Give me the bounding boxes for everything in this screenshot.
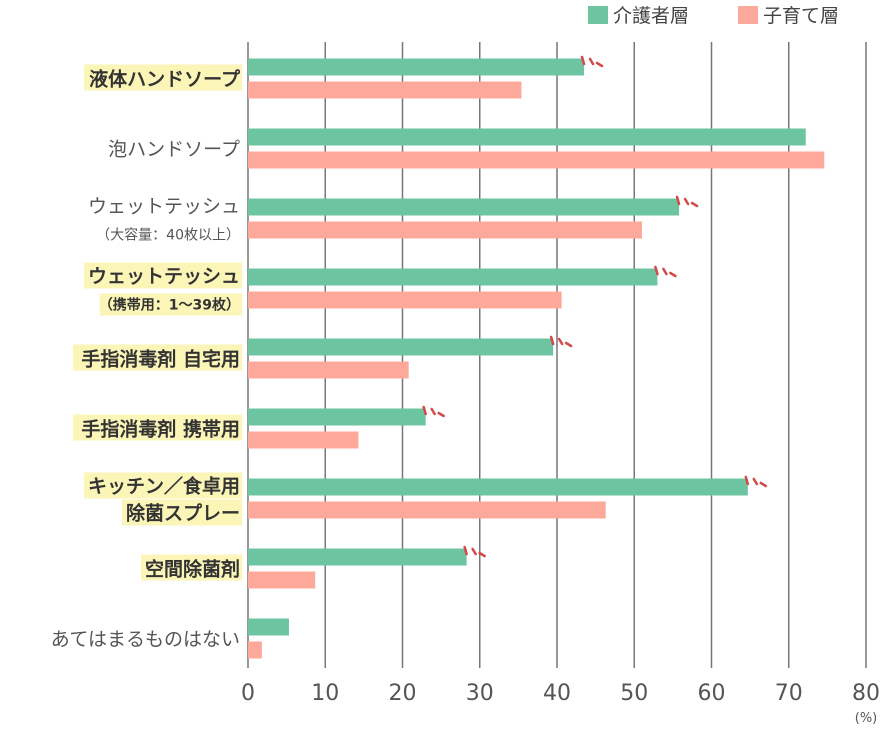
bar [248, 221, 642, 239]
mark-stroke [654, 265, 659, 276]
bar [248, 128, 806, 146]
bar [248, 431, 359, 449]
category-label-line2: （大容量：40枚以上） [96, 227, 240, 244]
bar [248, 478, 748, 496]
label-highlight [141, 554, 242, 581]
mark-stroke [478, 551, 486, 558]
mark-stroke [437, 411, 445, 418]
category-label-line2: 除菌スプレー [126, 502, 240, 525]
category-label-line1: キッチン／食卓用 [88, 475, 240, 498]
mark-stroke [463, 545, 468, 556]
mark-stroke [471, 547, 477, 556]
mark-stroke [588, 57, 595, 66]
bar [248, 291, 562, 309]
label-highlight [84, 472, 242, 499]
category-highlights [72, 64, 242, 581]
legend-label: 介護者層 [613, 5, 689, 27]
category-label-line1: ウェットテッシュ [88, 266, 240, 288]
tick-label: 70 [775, 681, 803, 706]
mark-stroke [675, 195, 681, 206]
mark-stroke [690, 201, 699, 208]
category-label: 液体ハンドソープ [89, 68, 241, 91]
tick-label: 30 [466, 681, 494, 706]
category-label: 手指消毒剤 自宅用 [81, 348, 240, 371]
category-label-line2: （携帯用：1〜39枚） [99, 297, 240, 314]
label-highlight [84, 262, 242, 289]
emphasis-mark [463, 545, 486, 558]
bar [248, 501, 606, 519]
label-highlight [72, 414, 242, 441]
mark-stroke [759, 481, 768, 488]
mark-stroke [752, 477, 759, 486]
tick-label: 50 [620, 681, 648, 706]
grid-lines [247, 42, 867, 668]
bar [248, 571, 316, 589]
mark-stroke [557, 337, 564, 346]
bar [248, 338, 554, 356]
mark-stroke [549, 335, 555, 346]
tick-label: 80 [852, 681, 880, 706]
tick-label: 20 [389, 681, 417, 706]
category-label: 手指消毒剤 携帯用 [81, 418, 240, 441]
tick-label: 60 [698, 681, 726, 706]
x-axis-ticks: 0 10 20 30 40 50 60 70 80 (%) [241, 681, 880, 726]
bar [248, 361, 409, 379]
tick-label: 40 [543, 681, 571, 706]
category-label: あてはまるものはない [51, 629, 240, 651]
category-label: 泡ハンドソープ [108, 139, 240, 161]
bar [248, 81, 522, 99]
emphasis-mark [654, 265, 677, 278]
mark-stroke [564, 341, 573, 348]
mark-stroke [662, 267, 668, 276]
tick-label: 10 [311, 681, 339, 706]
legend: 介護者層 子育て層 [588, 5, 839, 27]
label-highlight [72, 344, 242, 371]
label-highlight [84, 64, 242, 91]
mark-stroke [683, 197, 690, 206]
mark-stroke [422, 405, 427, 416]
emphasis-mark [675, 195, 699, 208]
legend-label: 子育て層 [763, 5, 839, 27]
bar [248, 58, 585, 76]
bar [248, 198, 680, 216]
emphasis-mark [580, 55, 604, 68]
mark-stroke [580, 55, 586, 66]
bars [248, 58, 825, 659]
category-label: 空間除菌剤 [145, 558, 240, 581]
mark-stroke [430, 407, 436, 416]
legend-swatch [738, 6, 758, 24]
bar [248, 268, 658, 286]
emphasis-marks [422, 55, 768, 558]
emphasis-mark [744, 475, 768, 488]
unit-label: (%) [855, 711, 878, 726]
bar [248, 408, 426, 426]
bar [248, 618, 289, 636]
label-highlight [99, 293, 242, 316]
tick-label: 0 [241, 681, 255, 706]
bar [248, 151, 825, 169]
mark-stroke [595, 61, 604, 68]
category-label-line1: ウェットテッシュ [88, 196, 240, 218]
bar [248, 641, 262, 659]
bar [248, 548, 467, 566]
mark-stroke [744, 475, 750, 486]
label-highlight [122, 499, 242, 526]
mark-stroke [669, 271, 677, 278]
legend-swatch [588, 6, 608, 24]
emphasis-mark [422, 405, 445, 418]
emphasis-mark [549, 335, 573, 348]
